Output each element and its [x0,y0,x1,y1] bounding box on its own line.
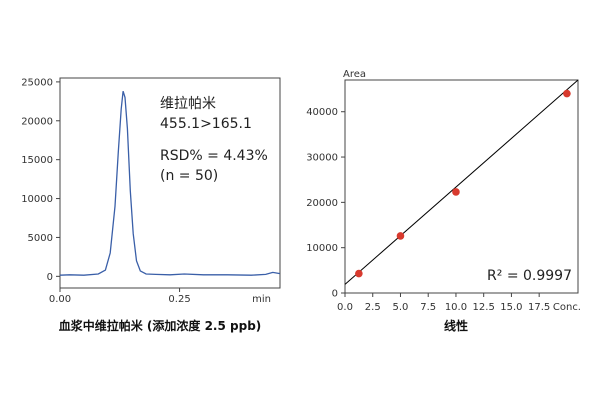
compound-name-label: 维拉帕米 [160,96,216,112]
calibration-y-axis: 0 10000 20000 30000 40000 [306,107,345,300]
chromatogram-caption: 血浆中维拉帕米 (添加浓度 2.5 ppb) [59,318,262,333]
calibration-y-tick-label: 10000 [306,243,338,254]
chromatogram-x-unit-label: min [252,294,271,305]
calibration-point [563,89,571,98]
chromatogram-y-tick-label: 0 [47,272,53,283]
chromatogram-x-tick-label: 0.00 [49,294,71,305]
calibration-x-unit-label: Conc. [553,302,581,313]
transition-label: 455.1>165.1 [160,116,252,132]
chromatogram-x-tick-label: 0.25 [168,294,190,305]
calibration-x-tick-label: 17.5 [528,302,550,313]
chromatogram-x-axis: 0.00 0.25 [49,288,191,305]
calibration-x-tick-label: 5.0 [393,302,409,313]
calibration-x-tick-label: 0.0 [337,302,353,313]
chromatogram-y-tick-label: 10000 [21,194,53,205]
chromatogram-y-axis: 0 5000 10000 15000 20000 25000 [21,77,60,283]
calibration-x-tick-label: 12.5 [473,302,495,313]
calibration-y-axis-title: Area [343,69,366,80]
calibration-caption: 线性 [444,318,468,333]
calibration-frame [344,79,579,294]
calibration-y-tick-label: 0 [332,289,338,300]
calibration-x-tick-label: 15.0 [500,302,522,313]
calibration-point [452,188,460,196]
calibration-x-tick-label: 7.5 [420,302,436,313]
chromatogram-y-tick-label: 5000 [28,233,53,244]
chromatogram-y-tick-label: 15000 [21,155,53,166]
calibration-point [355,269,363,278]
calibration-points [355,89,571,278]
chromatogram-chart: 0 5000 10000 15000 20000 25000 0.00 0.25 min 维… [21,77,281,333]
n-count-label: (n = 50) [160,168,218,184]
chromatogram-y-tick-label: 25000 [21,77,53,88]
calibration-x-axis: 0.0 2.5 5.0 7.5 10.0 12.5 15.0 17.5 [337,293,550,313]
calibration-chart: 0 10000 20000 30000 40000 0.0 2.5 5.0 7.5 10.0 12… [306,69,581,333]
calibration-fit-line [344,79,579,285]
calibration-y-tick-label: 20000 [306,198,338,209]
calibration-x-tick-label: 10.0 [445,302,467,313]
chromatogram-trace [59,91,281,276]
r-squared-label: R² = 0.9997 [487,268,572,284]
calibration-point [396,232,405,240]
calibration-y-tick-label: 30000 [306,153,338,164]
calibration-x-tick-label: 2.5 [365,302,381,313]
chromatogram-frame [59,77,281,289]
rsd-label: RSD% = 4.43% [160,148,268,164]
calibration-y-tick-label: 40000 [306,107,338,118]
chromatogram-y-tick-label: 20000 [21,116,53,127]
